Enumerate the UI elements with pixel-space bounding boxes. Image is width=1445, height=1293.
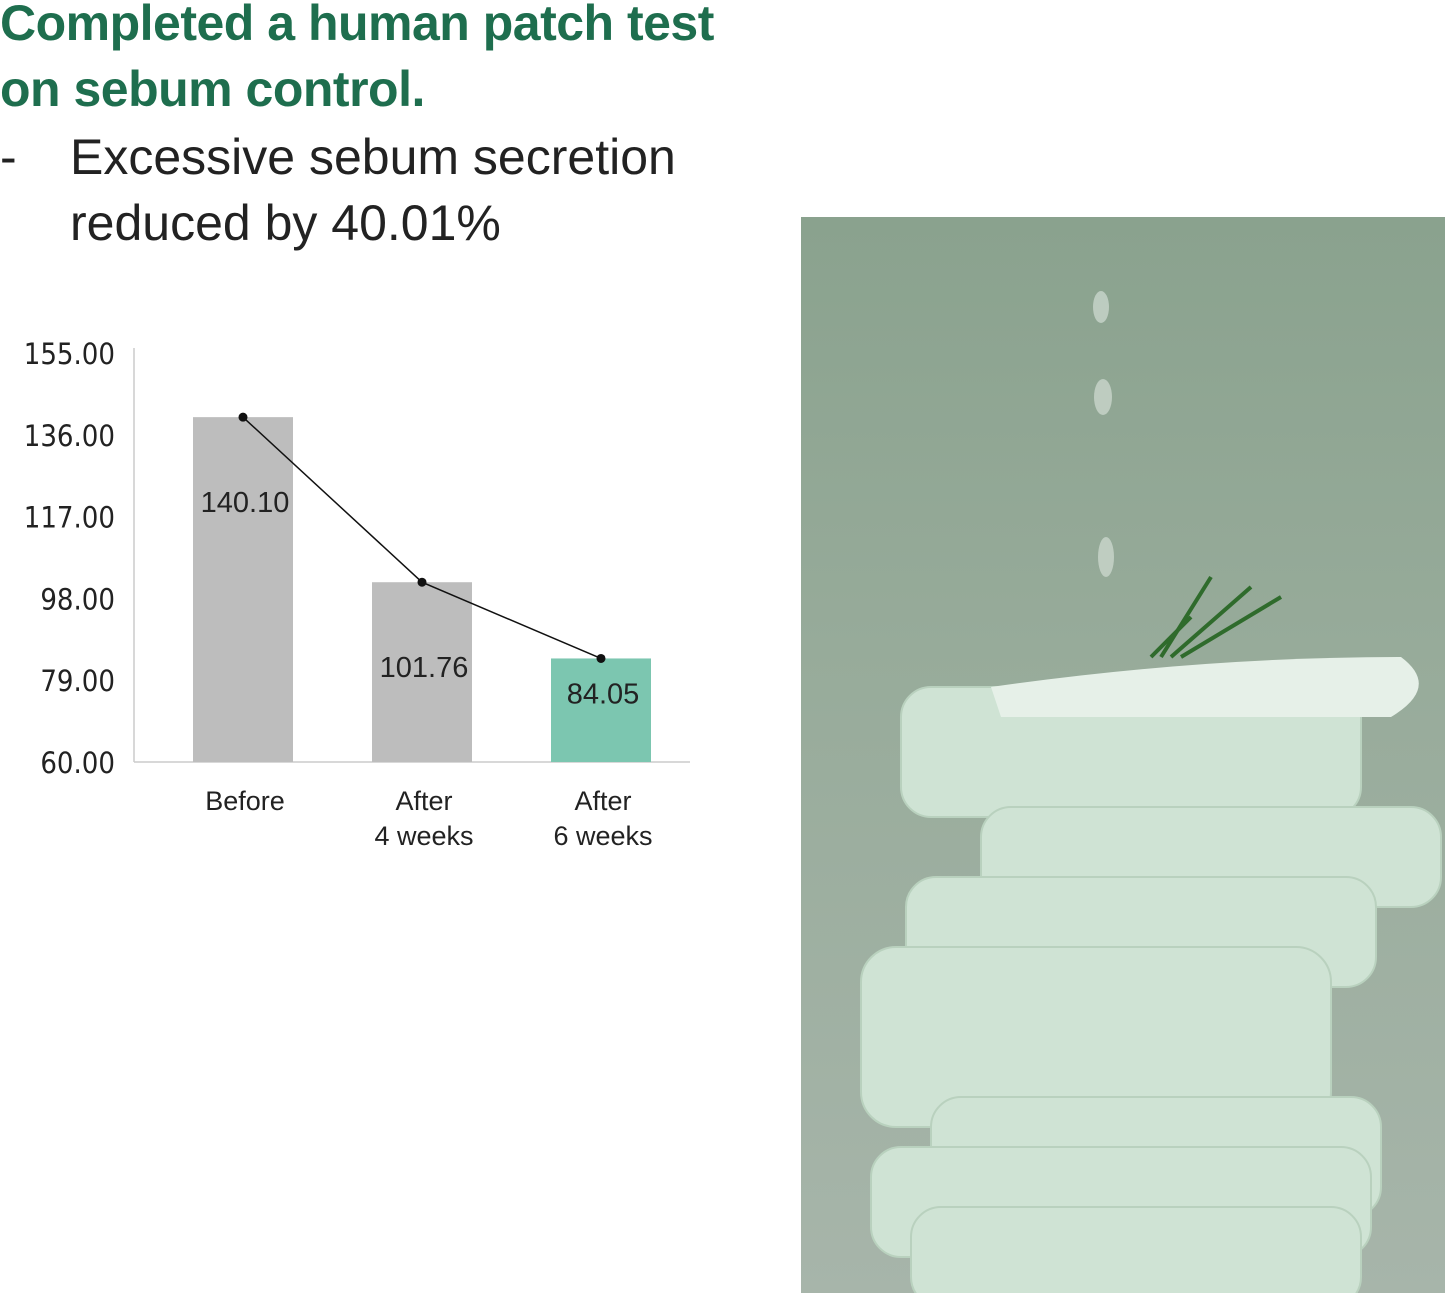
y-tick-label: 136.00 (24, 419, 115, 453)
data-label: 84.05 (567, 678, 640, 710)
headline: Completed a human patch test on sebum co… (0, 0, 714, 117)
sebum-bar-chart: 155.00 136.00 117.00 98.00 79.00 60.00 140.10 B… (24, 337, 690, 851)
bar (551, 658, 651, 762)
x-tick-label: After (395, 786, 452, 816)
data-label: 101.76 (380, 652, 469, 684)
y-tick-label: 60.00 (40, 746, 115, 780)
bar (193, 417, 293, 762)
trend-point (596, 653, 606, 663)
y-tick-label: 117.00 (24, 501, 115, 535)
y-tick-label: 79.00 (40, 664, 115, 698)
bar (372, 582, 472, 762)
x-tick-label: 4 weeks (374, 821, 473, 851)
trend-point (417, 577, 427, 587)
y-tick-label: 155.00 (24, 337, 115, 371)
data-label: 140.10 (201, 487, 290, 519)
product-photo (801, 217, 1445, 1293)
cotton-pads-image (860, 291, 1442, 1293)
y-tick-label: 98.00 (40, 582, 115, 616)
x-tick-label: 6 weeks (553, 821, 652, 851)
x-tick-label: Before (205, 786, 285, 816)
trend-point (238, 412, 248, 422)
x-tick-label: After (574, 786, 631, 816)
